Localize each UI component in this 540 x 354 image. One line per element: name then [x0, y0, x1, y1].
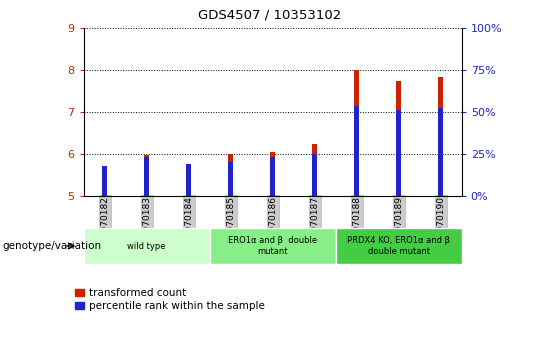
Bar	[144, 156, 149, 196]
Bar	[396, 81, 401, 196]
Bar	[336, 228, 462, 264]
Bar	[312, 154, 317, 196]
Bar	[102, 166, 107, 196]
Bar	[186, 166, 191, 196]
Text: genotype/variation: genotype/variation	[3, 241, 102, 251]
Text: wild type: wild type	[127, 241, 166, 251]
Bar	[354, 106, 359, 196]
Bar	[228, 162, 233, 196]
Bar	[438, 108, 443, 196]
Bar	[354, 69, 359, 196]
Bar	[210, 228, 336, 264]
Text: PRDX4 KO, ERO1α and β
double mutant: PRDX4 KO, ERO1α and β double mutant	[347, 236, 450, 256]
Bar	[228, 154, 233, 196]
Legend: transformed count, percentile rank within the sample: transformed count, percentile rank withi…	[76, 289, 265, 311]
Bar	[270, 152, 275, 196]
Bar	[312, 144, 317, 196]
Bar	[270, 158, 275, 196]
Bar	[396, 110, 401, 196]
Bar	[186, 164, 191, 196]
Text: GDS4507 / 10353102: GDS4507 / 10353102	[198, 9, 342, 22]
Bar	[102, 166, 107, 196]
Text: ERO1α and β  double
mutant: ERO1α and β double mutant	[228, 236, 318, 256]
Bar	[84, 228, 210, 264]
Bar	[438, 77, 443, 196]
Bar	[144, 155, 149, 196]
